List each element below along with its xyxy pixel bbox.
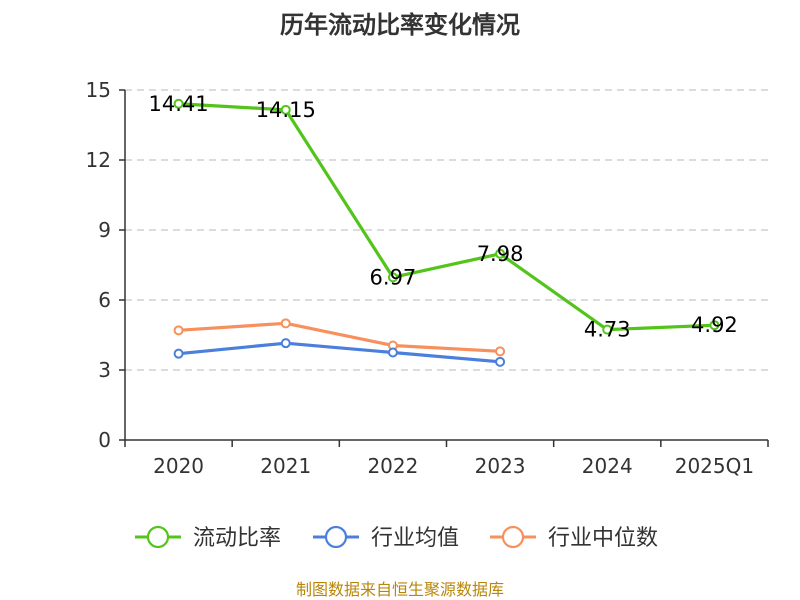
data-label: 4.92 (691, 313, 738, 337)
legend-label: 行业中位数 (548, 526, 658, 551)
data-label: 14.41 (149, 92, 209, 116)
legend-label: 行业均值 (371, 526, 459, 551)
data-point (173, 348, 184, 359)
y-tick-label: 6 (98, 288, 111, 312)
data-point (387, 272, 398, 283)
y-tick-label: 12 (86, 148, 111, 172)
series-line (178, 102, 715, 332)
legend-item-0[interactable]: 流动比率 (135, 525, 281, 551)
legend-label: 流动比率 (193, 526, 281, 551)
data-label: 6.97 (370, 265, 417, 289)
y-tick-label: 0 (98, 428, 111, 452)
legend-swatch-marker (324, 525, 348, 549)
legend-item-2[interactable]: 行业中位数 (490, 525, 658, 551)
chart-title: 历年流动比率变化情况 (280, 11, 520, 39)
series (173, 98, 720, 367)
data-point (280, 318, 291, 329)
series-2 (173, 318, 506, 357)
legend-swatch-marker (501, 525, 525, 549)
x-tick-label: 2024 (582, 454, 633, 478)
x-tick-label: 2025Q1 (675, 454, 754, 478)
x-tick-label: 2020 (153, 454, 204, 478)
data-label: 14.15 (256, 98, 316, 122)
series-1 (173, 338, 506, 367)
y-tick-label: 9 (98, 218, 111, 242)
legend[interactable]: 流动比率 行业均值 行业中位数 (135, 525, 658, 551)
data-point (495, 346, 506, 357)
data-point (602, 324, 613, 335)
x-tick-label: 2022 (367, 454, 418, 478)
data-point (495, 248, 506, 259)
data-point (280, 104, 291, 115)
data-labels: 14.41 14.15 6.97 7.98 4.73 4.92 (149, 92, 738, 342)
data-label: 7.98 (477, 242, 524, 266)
data-point (495, 356, 506, 367)
data-point (173, 98, 184, 109)
source-note: 制图数据来自恒生聚源数据库 (296, 580, 504, 599)
data-point (280, 338, 291, 349)
series-0 (173, 98, 720, 335)
legend-item-1[interactable]: 行业均值 (313, 525, 459, 551)
series-line (178, 341, 501, 364)
y-tick-label: 3 (98, 358, 111, 382)
data-point (387, 347, 398, 358)
series-line (178, 321, 501, 353)
legend-swatch-marker (146, 525, 170, 549)
x-tick-label: 2023 (475, 454, 526, 478)
data-point (709, 320, 720, 331)
x-tick-label: 2021 (260, 454, 311, 478)
y-tick-label: 15 (86, 78, 111, 102)
data-point (173, 325, 184, 336)
data-label: 4.73 (584, 318, 631, 342)
axes: 0 3 6 9 12 15 2020 2021 2022 2023 2024 2025Q1 (86, 78, 769, 478)
